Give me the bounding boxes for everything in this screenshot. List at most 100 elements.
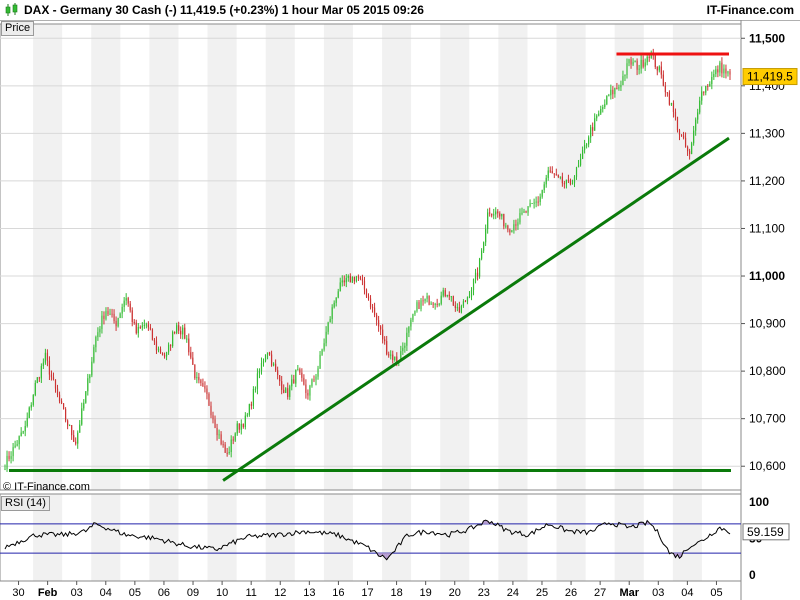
day-shade — [672, 24, 702, 490]
candle-body — [277, 370, 279, 376]
candle-body — [462, 301, 465, 307]
candle-body — [594, 118, 596, 131]
candle-body — [388, 354, 390, 356]
candle-body — [430, 303, 432, 305]
candle-body — [400, 351, 402, 362]
x-tick-label: Feb — [38, 587, 58, 599]
candle-body — [396, 356, 398, 363]
day-shade — [91, 24, 121, 490]
candle-body — [493, 214, 495, 216]
candle-body — [321, 349, 323, 355]
candle-body — [596, 115, 598, 119]
candle-body — [71, 425, 73, 436]
day-shade — [207, 24, 237, 490]
candle-body — [95, 337, 97, 348]
candle-body — [339, 282, 341, 292]
candle-body — [297, 369, 299, 371]
candle-body — [89, 375, 91, 379]
candle-body — [573, 176, 576, 184]
day-shade — [382, 24, 412, 490]
candle-body — [194, 364, 196, 379]
candle-body — [200, 380, 202, 384]
candle-body — [703, 91, 705, 93]
candle-body — [256, 373, 259, 389]
candle-body — [666, 92, 668, 94]
candle-body — [212, 415, 214, 420]
candle-body — [67, 420, 69, 426]
candle-body — [97, 332, 99, 338]
candle-body — [129, 303, 131, 311]
candle-body — [422, 300, 424, 302]
rsi-oversold-fill — [678, 553, 681, 559]
rsi-oversold-fill — [680, 553, 683, 557]
candle-body — [359, 277, 362, 279]
x-tick-label: 30 — [12, 587, 24, 599]
candle-body — [48, 360, 51, 375]
day-shade — [614, 494, 644, 581]
candle-body — [139, 327, 141, 329]
candle-body — [141, 325, 143, 328]
candle-body — [470, 290, 473, 297]
candle-body — [444, 290, 446, 297]
candle-body — [34, 382, 36, 395]
candle-body — [145, 324, 147, 326]
candle-body — [363, 280, 366, 290]
candle-body — [258, 370, 261, 374]
candle-body — [184, 327, 186, 339]
candle-body — [719, 62, 721, 73]
candle-body — [610, 89, 612, 96]
candle-body — [299, 369, 301, 373]
rsi-overbought-fill — [490, 521, 493, 524]
price-tick-label: 10,700 — [749, 412, 786, 426]
candle-body — [571, 183, 574, 185]
candle-body — [650, 53, 652, 58]
candle-body — [172, 332, 174, 347]
x-tick-label: 23 — [478, 587, 490, 599]
candle-body — [628, 59, 630, 64]
candle-body — [236, 423, 238, 434]
candle-body — [581, 149, 584, 159]
candle-body — [533, 202, 535, 204]
candle-body — [58, 394, 61, 402]
candle-body — [135, 322, 137, 334]
candle-body — [137, 327, 139, 334]
candle-body — [390, 354, 392, 356]
candle-body — [275, 363, 277, 371]
x-tick-label: 03 — [71, 587, 83, 599]
candle-body — [456, 307, 458, 309]
day-shade — [91, 494, 121, 581]
candle-body — [384, 339, 386, 342]
candle-body — [418, 302, 420, 309]
candle-body — [272, 363, 275, 366]
candle-body — [495, 211, 497, 215]
candle-body — [551, 171, 553, 174]
rsi-last-tag — [742, 523, 790, 541]
candle-body — [60, 401, 63, 404]
candle-body — [420, 300, 422, 309]
candle-body — [12, 447, 14, 457]
candle-body — [715, 69, 717, 75]
x-tick-label: 16 — [332, 587, 344, 599]
candle-body — [325, 331, 327, 344]
candle-body — [119, 313, 121, 318]
candle-body — [216, 427, 218, 436]
candle-body — [28, 407, 30, 418]
candle-body — [93, 347, 95, 362]
candle-body — [513, 224, 515, 231]
candle-body — [214, 419, 216, 428]
candle-body — [313, 379, 315, 381]
candle-body — [727, 71, 729, 74]
candle-body — [579, 158, 582, 166]
candle-body — [717, 69, 719, 73]
candle-body — [567, 179, 570, 181]
candle-body — [222, 444, 224, 446]
candle-body — [485, 229, 487, 243]
candle-body — [474, 272, 477, 280]
candle-body — [250, 404, 252, 406]
candle-body — [170, 344, 172, 347]
candle-body — [483, 242, 485, 251]
candle-body — [319, 354, 321, 369]
price-tick-label: 11,000 — [749, 269, 785, 283]
candle-body — [468, 296, 471, 298]
